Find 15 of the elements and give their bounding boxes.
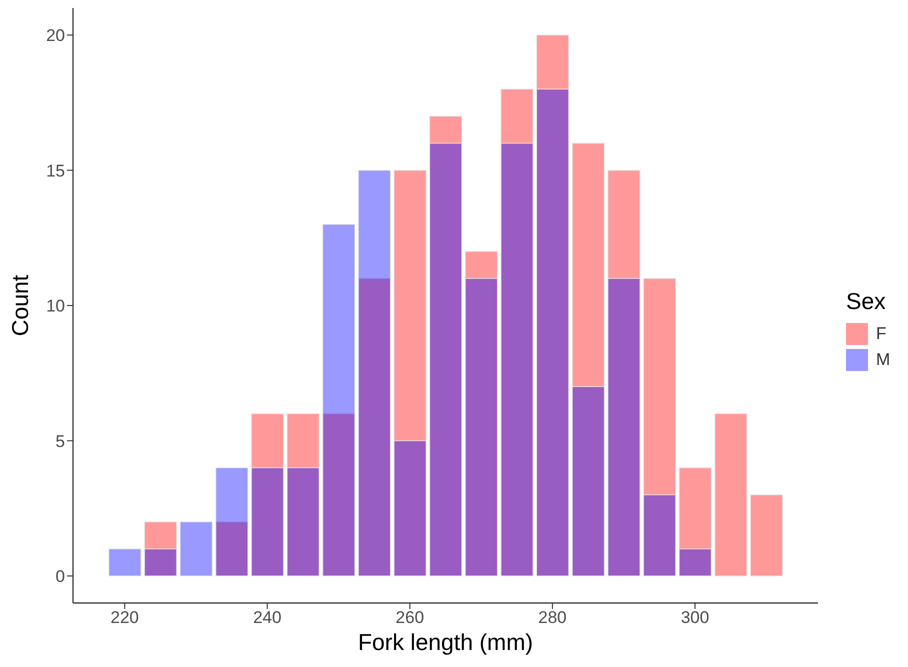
y-tick-label: 15 [46, 161, 65, 180]
legend-label: M [876, 350, 890, 370]
y-tick-label: 0 [56, 566, 65, 586]
legend-title: Sex [846, 288, 887, 315]
x-axis-title: Fork length (mm) [358, 629, 534, 655]
legend-label: F [876, 324, 886, 344]
x-tick-label: 240 [253, 608, 282, 628]
x-tick-label: 280 [538, 608, 567, 628]
x-tick-label: 220 [110, 608, 139, 628]
y-axis-title: Count [7, 274, 34, 336]
y-tick-label: 10 [46, 296, 65, 316]
y-tick-label: 20 [46, 26, 65, 46]
x-tick-label: 300 [680, 608, 710, 628]
y-tick-label: 5 [56, 432, 65, 451]
x-tick-label: 260 [396, 608, 424, 628]
